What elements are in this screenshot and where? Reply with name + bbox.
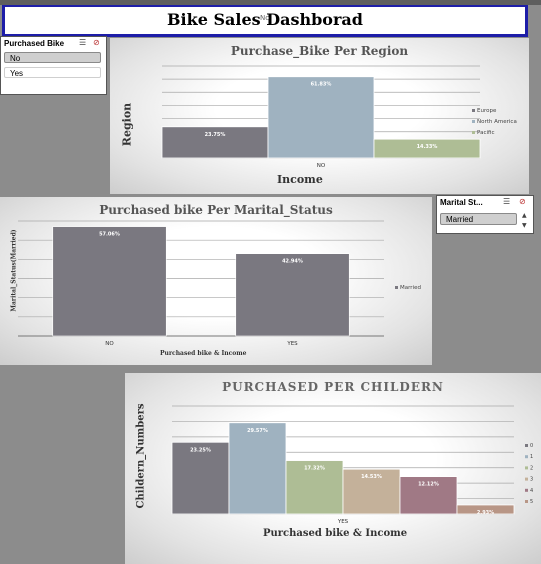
legend-label: Married <box>400 285 421 291</box>
legend-label: 1 <box>530 454 533 460</box>
legend-label: 5 <box>530 499 533 505</box>
x-axis-label: Income <box>277 173 323 186</box>
marital-status-slicer: Marital St... ☰ ⊘ Married ▲ ▼ <box>436 195 534 234</box>
bar <box>373 138 481 159</box>
clear-filter-icon[interactable]: ⊘ <box>519 197 526 206</box>
marital-chart-panel: Purchased bike Per Marital_Status Marita… <box>0 197 432 365</box>
window-top-strip <box>0 0 541 5</box>
marital-bar-chart: 57.06% NO 42.94% YES Married <box>18 220 421 347</box>
clear-filter-icon[interactable]: ⊘ <box>93 38 100 47</box>
slicer-item-yes[interactable]: Yes <box>4 67 101 78</box>
legend-swatch <box>395 286 398 289</box>
bar <box>342 468 401 515</box>
legend-label: Pacific <box>477 130 494 136</box>
x-tick-label: NO <box>317 163 326 169</box>
legend-swatch <box>525 455 528 459</box>
bar <box>235 253 350 337</box>
chart-title: Purchase_Bike Per Region <box>230 44 409 58</box>
legend-swatch <box>525 477 528 481</box>
purchased-bike-slicer: Purchased Bike ☰ ⊘ No Yes <box>0 36 107 95</box>
data-label: 17.32% <box>304 466 325 472</box>
multi-select-icon[interactable]: ☰ <box>79 38 87 47</box>
legend-label: North America <box>477 119 517 125</box>
x-axis-label: Purchased bike & Income <box>160 350 247 357</box>
x-tick-label: YES <box>337 519 349 525</box>
bar <box>228 422 287 515</box>
data-label: 61.83% <box>311 82 332 88</box>
legend-label: 3 <box>530 477 533 483</box>
bar <box>52 226 167 337</box>
children-bar-chart: 23.25% 29.57% 17.32% 14.53% 12.12% 2.93% YES 0 1… <box>171 405 533 525</box>
chart-title: Purchased bike Per Marital_Status <box>99 203 333 217</box>
slicer-item-no[interactable]: No <box>4 52 101 63</box>
x-tick-label: NO <box>105 341 114 347</box>
data-label: 23.75% <box>205 132 226 138</box>
legend-swatch <box>525 500 528 503</box>
data-label: 29.57% <box>247 428 268 434</box>
slicer-item-married[interactable]: Married <box>440 213 517 225</box>
data-label: 2.93% <box>477 510 494 516</box>
x-tick-label: YES <box>286 341 298 347</box>
data-label: 14.33% <box>417 144 438 150</box>
slicer-title: Purchased Bike <box>4 39 65 48</box>
dashboard-title: Bike Sales Dashborad <box>167 10 363 29</box>
legend-label: Europe <box>477 108 497 114</box>
bar <box>171 441 230 515</box>
chart-title: PURCHASED PER CHILDERN <box>222 380 444 394</box>
x-axis-label: Purchased bike & Income <box>263 528 408 539</box>
legend-label: 2 <box>530 465 533 471</box>
legend-label: 4 <box>530 488 533 494</box>
scroll-down-icon[interactable]: ▼ <box>522 222 527 229</box>
bar <box>267 76 375 159</box>
slicer-title: Marital St... <box>440 198 483 207</box>
legend-swatch <box>472 109 475 112</box>
scroll-up-icon[interactable]: ▲ <box>522 212 527 219</box>
legend-swatch <box>472 120 475 123</box>
legend-swatch <box>472 131 475 134</box>
title-overlay-text: No <box>260 14 270 22</box>
dashboard-title-box: Bike Sales Dashborad No <box>2 5 528 37</box>
legend-label: 0 <box>530 443 533 449</box>
legend-swatch <box>525 466 528 470</box>
data-label: 42.94% <box>282 259 303 265</box>
data-label: 12.12% <box>418 482 439 488</box>
bar <box>399 476 458 515</box>
region-chart-panel: Purchase_Bike Per Region Region Income 2… <box>110 38 529 194</box>
legend-swatch <box>525 444 528 447</box>
children-chart-panel: PURCHASED PER CHILDERN Childern_Numbers … <box>125 373 541 564</box>
legend-swatch <box>525 488 528 492</box>
bar <box>161 126 269 159</box>
multi-select-icon[interactable]: ☰ <box>503 197 511 206</box>
region-bar-chart: 23.75% 61.83% 14.33% NO Europe North America P… <box>161 65 517 169</box>
data-label: 57.06% <box>99 232 120 238</box>
data-label: 23.25% <box>190 447 211 453</box>
data-label: 14.53% <box>361 474 382 480</box>
bar <box>456 504 515 515</box>
